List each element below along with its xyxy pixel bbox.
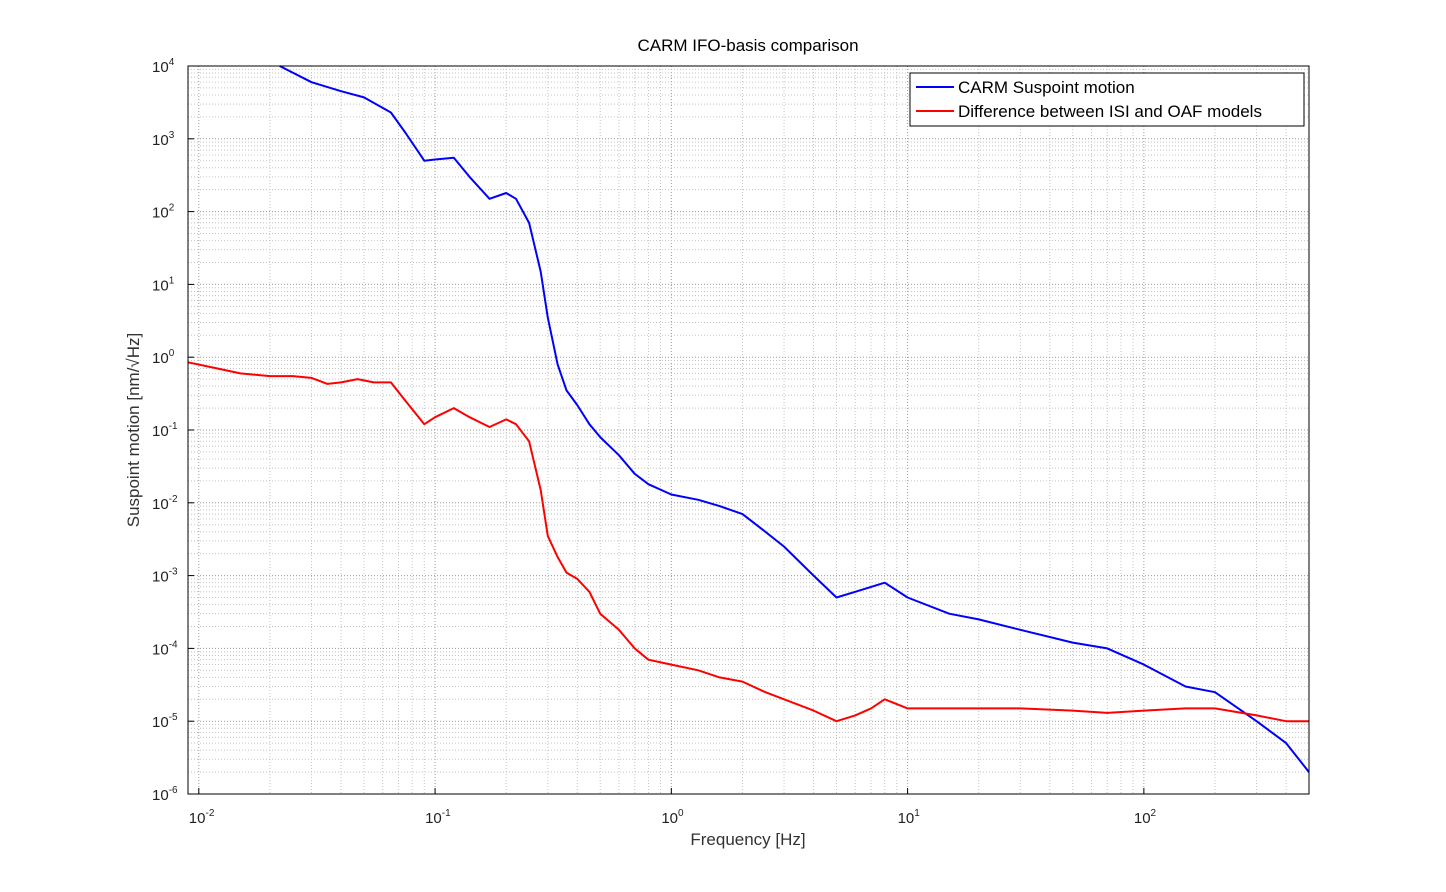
x-tick-label-4: 102 [1134,808,1157,827]
x-tick-labels: 10-2 10-1 100 101 102 [189,788,1157,827]
x-tick-label-0: 10-2 [189,808,215,827]
y-tick-label-7: 101 [152,275,175,294]
y-axis-label: Suspoint motion [nm/√Hz] [124,333,143,528]
x-tick-label-3: 101 [898,808,921,827]
y-tick-label-10: 104 [152,57,175,76]
y-tick-label-9: 103 [152,130,175,149]
legend-box [909,72,1305,127]
legend-label-carm: CARM Suspoint motion [958,78,1135,97]
series-line-1 [187,361,1309,723]
series-layer [187,65,1310,773]
legend-label-difference: Difference between ISI and OAF models [958,102,1262,121]
y-tick-label-6: 100 [152,348,175,367]
y-tick-label-4: 10-2 [152,494,178,513]
y-tick-label-2: 10-4 [152,639,178,658]
chart-title: CARM IFO-basis comparison [637,36,858,55]
y-tick-label-3: 10-3 [152,567,178,586]
x-tick-label-2: 100 [661,808,684,827]
series-line-0 [279,65,1310,773]
x-axis-label: Frequency [Hz] [690,830,805,849]
legend: CARM Suspoint motion Difference between … [909,72,1305,127]
y-tick-label-8: 102 [152,203,175,222]
y-tick-label-5: 10-1 [152,421,178,440]
y-tick-labels: 10-6 10-5 10-4 10-3 10-2 10-1 100 101 102 103 104 [152,57,194,804]
x-tick-label-1: 10-1 [425,808,451,827]
y-tick-label-1: 10-5 [152,712,178,731]
y-tick-label-0: 10-6 [152,785,178,804]
